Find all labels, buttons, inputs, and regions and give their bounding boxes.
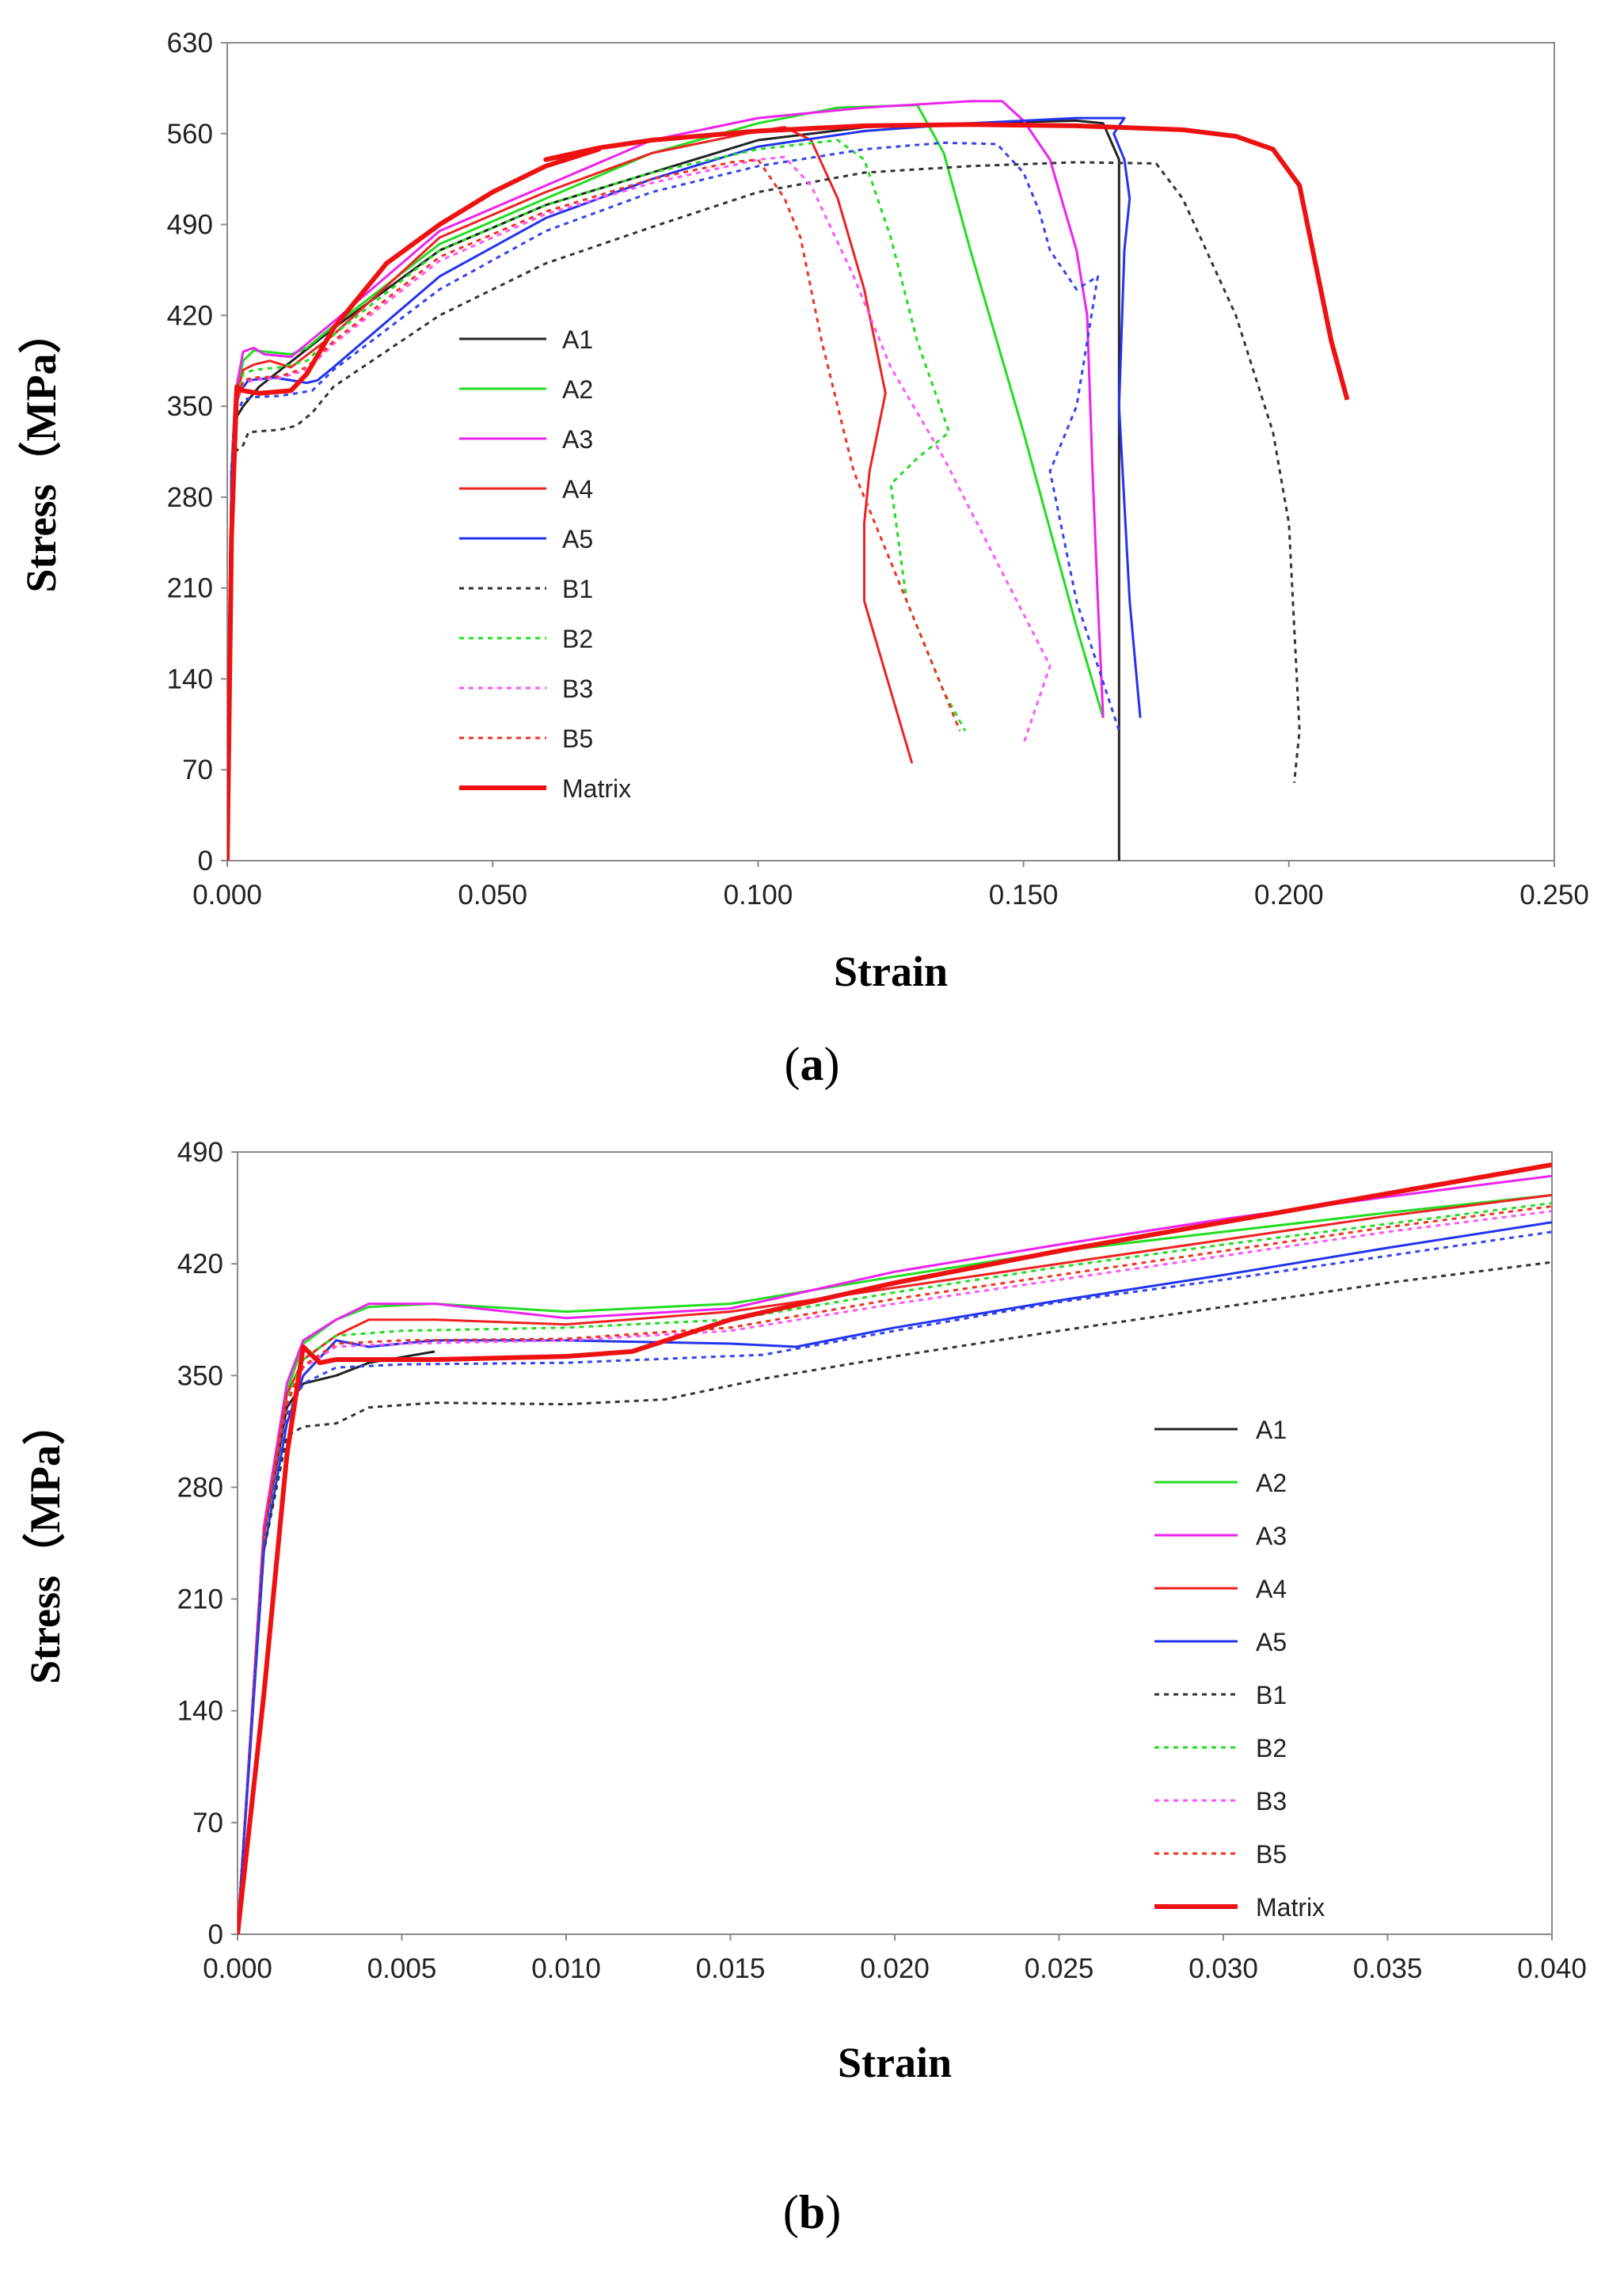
x-tick-label: 0.015	[696, 1953, 766, 1984]
chart-a: 0 70 140 210 280 350 420 490 560 630 0.000 0.050 0.1…	[17, 28, 1589, 995]
x-axis-title: Strain	[834, 948, 948, 995]
series-group	[227, 100, 1350, 861]
x-tick-label: 0.000	[192, 880, 262, 911]
series-line-b2	[227, 139, 967, 861]
chart-b: 0 70 140 210 280 350 420 490 0.000 0.005 0.010 0.01…	[0, 1135, 1624, 2270]
legend-label-a5: A5	[562, 525, 593, 553]
x-axis-title: Strain	[838, 2039, 952, 2086]
y-tick-label: 420	[167, 300, 213, 331]
x-tick-label: 0.025	[1025, 1953, 1094, 1984]
series-line-a5	[227, 116, 1142, 861]
legend-label-a4: A4	[1256, 1575, 1287, 1603]
chart-b-svg: 0 70 140 210 280 350 420 490 0.000 0.005 0.010 0.01…	[21, 1137, 1587, 2086]
x-tick-label: 0.200	[1254, 880, 1324, 911]
x-tick-label: 0.050	[458, 880, 527, 911]
series-group	[238, 1162, 1552, 1934]
legend-label-b5: B5	[1256, 1840, 1287, 1869]
caption-a-close: )	[823, 1038, 840, 1090]
series-line-b2	[238, 1202, 1552, 1934]
x-tick-label: 0.040	[1517, 1953, 1587, 1984]
y-tick-label: 140	[167, 664, 213, 694]
x-tick-label: 0.020	[860, 1953, 930, 1984]
legend-label-a2: A2	[562, 375, 593, 404]
series-line-a3	[238, 1174, 1552, 1934]
legend-label-matrix: Matrix	[1256, 1893, 1325, 1922]
legend-label-b1: B1	[1256, 1681, 1287, 1709]
y-tick-label: 350	[167, 391, 213, 422]
y-tick-label: 490	[167, 210, 213, 241]
y-tick-label: 0	[198, 846, 213, 876]
series-line-b1	[238, 1260, 1552, 1934]
legend-label-matrix: Matrix	[562, 774, 631, 803]
series-line-b5	[227, 158, 961, 861]
caption-a-letter: a	[800, 1038, 824, 1090]
legend-label-b3: B3	[562, 675, 593, 703]
caption-b-open: (	[782, 2186, 799, 2238]
y-tick-label: 210	[167, 573, 213, 604]
series-line-matrix	[227, 122, 1350, 861]
series-line-a3	[227, 100, 1105, 861]
y-tick-label: 560	[167, 119, 213, 150]
series-line-b1	[227, 161, 1301, 861]
y-tick-label: 350	[177, 1360, 223, 1391]
y-tick-label: 140	[177, 1696, 223, 1727]
legend-label-b1: B1	[562, 575, 593, 603]
chart-a-svg: 0 70 140 210 280 350 420 490 560 630 0.000 0.050 0.1…	[17, 28, 1589, 995]
x-tick-label: 0.150	[989, 880, 1059, 911]
series-line-b6	[238, 1230, 1552, 1934]
x-tick-label: 0.100	[724, 880, 793, 911]
legend-label-b2: B2	[562, 625, 593, 653]
y-tick-label: 70	[192, 1808, 223, 1838]
caption-b: (b)	[0, 2185, 1624, 2240]
plot-area-b	[237, 1151, 1553, 1935]
y-tick-label: 210	[177, 1584, 223, 1615]
y-tick-label: 420	[177, 1249, 223, 1279]
y-tick-label: 0	[208, 1919, 223, 1950]
x-tick-label: 0.000	[203, 1953, 272, 1984]
series-line-b3	[227, 155, 1052, 861]
y-tick-label: 630	[167, 28, 213, 59]
legend-label-a3: A3	[562, 425, 593, 454]
caption-a-open: (	[784, 1038, 801, 1090]
legend-label-b5: B5	[562, 724, 593, 753]
x-tick-label: 0.030	[1189, 1953, 1258, 1984]
series-line-a1	[227, 119, 1120, 861]
legend-label-b2: B2	[1256, 1734, 1287, 1762]
y-axis-title: Stress（MPa）	[17, 311, 65, 593]
y-tick-label: 280	[177, 1472, 223, 1503]
caption-a: (a)	[0, 1037, 1624, 1092]
x-tick-label: 0.005	[367, 1953, 437, 1984]
plot-area-a	[226, 42, 1555, 861]
series-line-b6	[227, 141, 1120, 861]
legend-label-a5: A5	[1256, 1628, 1287, 1656]
series-line-a4	[238, 1193, 1552, 1934]
legend-label-a3: A3	[1256, 1522, 1287, 1550]
legend-label-a4: A4	[562, 475, 593, 504]
series-line-a4	[227, 126, 914, 861]
y-tick-label: 70	[182, 755, 213, 785]
y-tick-label: 280	[167, 482, 213, 513]
series-line-a2	[227, 104, 1105, 861]
x-tick-label: 0.250	[1519, 880, 1589, 911]
series-line-a2	[238, 1193, 1552, 1934]
x-tick-label: 0.010	[531, 1953, 601, 1984]
caption-b-close: )	[825, 2186, 842, 2238]
legend-label-b3: B3	[1256, 1787, 1287, 1816]
y-axis-title: Stress（MPa）	[21, 1402, 69, 1684]
y-tick-label: 490	[177, 1137, 223, 1168]
series-line-a5	[238, 1221, 1552, 1934]
x-tick-label: 0.035	[1353, 1953, 1423, 1984]
caption-b-letter: b	[798, 2186, 826, 2238]
legend-label-a2: A2	[1256, 1469, 1287, 1497]
legend-label-a1: A1	[562, 325, 593, 354]
series-line-matrix	[238, 1162, 1552, 1934]
legend-label-a1: A1	[1256, 1416, 1287, 1444]
series-line-b5	[238, 1205, 1552, 1934]
